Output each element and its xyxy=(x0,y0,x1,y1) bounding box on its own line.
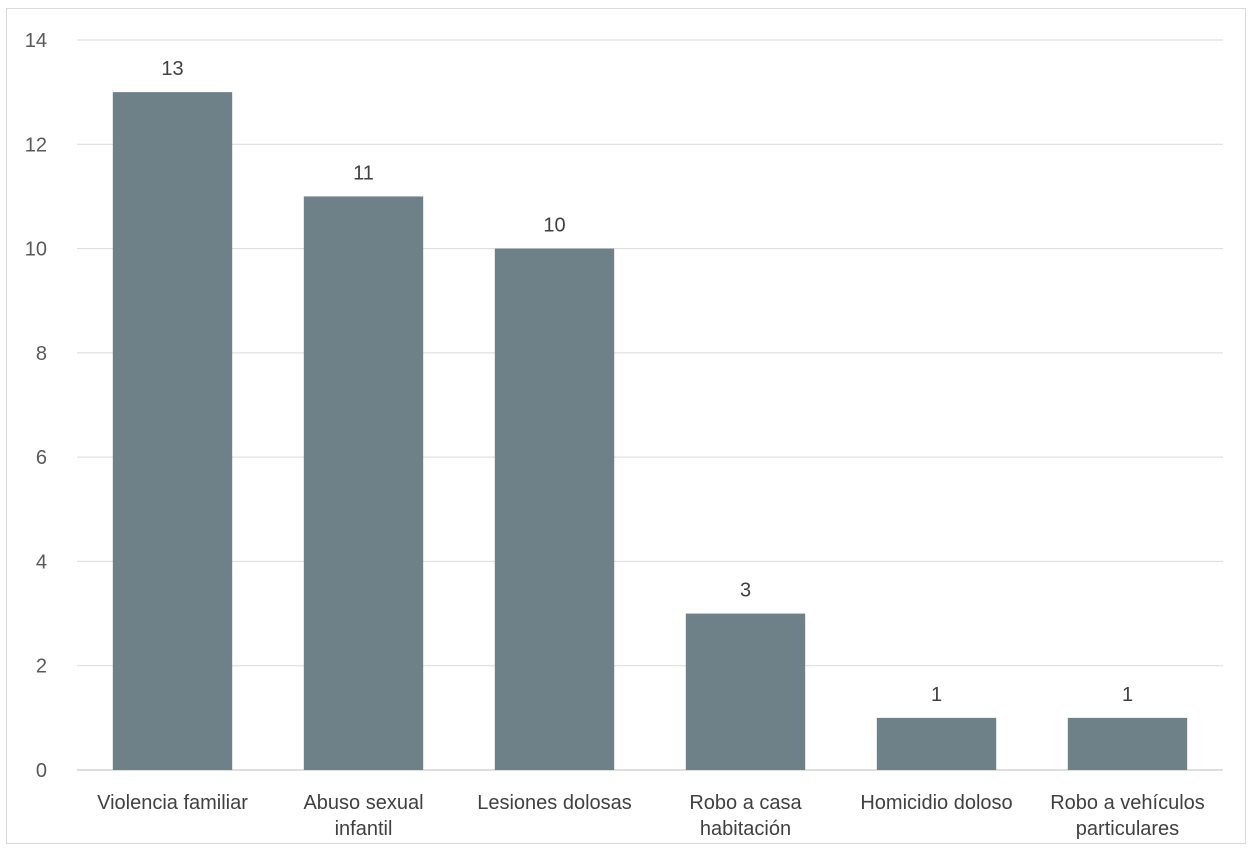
x-tick-label-line: Abuso sexual xyxy=(303,792,423,814)
x-tick-label-line: Lesiones dolosas xyxy=(477,792,632,814)
data-label: 10 xyxy=(543,215,565,237)
y-tick-label: 2 xyxy=(36,656,47,678)
y-tick-label: 8 xyxy=(36,343,47,365)
x-tick-label: Violencia familiar xyxy=(97,792,248,814)
y-tick-label: 6 xyxy=(36,447,47,469)
x-tick-label-line: Homicidio doloso xyxy=(860,792,1012,814)
y-tick-label: 10 xyxy=(25,239,47,261)
x-tick-label: Robo a casa habitación xyxy=(689,792,802,840)
x-tick-label-line: infantil xyxy=(335,818,393,840)
x-tick-label: Robo a vehículos particulares xyxy=(1050,792,1205,840)
x-tick-label-line: habitación xyxy=(700,818,791,840)
x-tick-label-line: Robo a casa xyxy=(689,792,802,814)
chart-frame: 0 2 4 6 8 10 12 14 13 Violencia familiar 11 Abuso s… xyxy=(6,8,1246,844)
data-label: 1 xyxy=(1122,684,1133,706)
y-tick-label: 4 xyxy=(36,551,47,573)
y-tick-label: 0 xyxy=(36,760,47,782)
x-tick-label: Lesiones dolosas xyxy=(477,792,632,814)
bar xyxy=(112,92,233,770)
x-tick-label-line: Robo a vehículos xyxy=(1050,792,1205,814)
y-tick-label: 12 xyxy=(25,134,47,156)
x-tick-label-line: particulares xyxy=(1076,818,1179,840)
x-tick-label: Abuso sexual infantil xyxy=(303,792,423,840)
data-label: 13 xyxy=(161,58,183,80)
bar xyxy=(303,196,424,770)
x-tick-label: Homicidio doloso xyxy=(860,792,1012,814)
bar xyxy=(494,248,615,771)
bar xyxy=(876,717,997,770)
y-tick-label: 14 xyxy=(25,30,47,52)
bar xyxy=(685,613,806,770)
data-label: 1 xyxy=(931,684,942,706)
x-tick-label-line: Violencia familiar xyxy=(97,792,248,814)
bar xyxy=(1067,717,1188,770)
data-label: 3 xyxy=(740,580,751,602)
data-label: 11 xyxy=(353,162,374,184)
